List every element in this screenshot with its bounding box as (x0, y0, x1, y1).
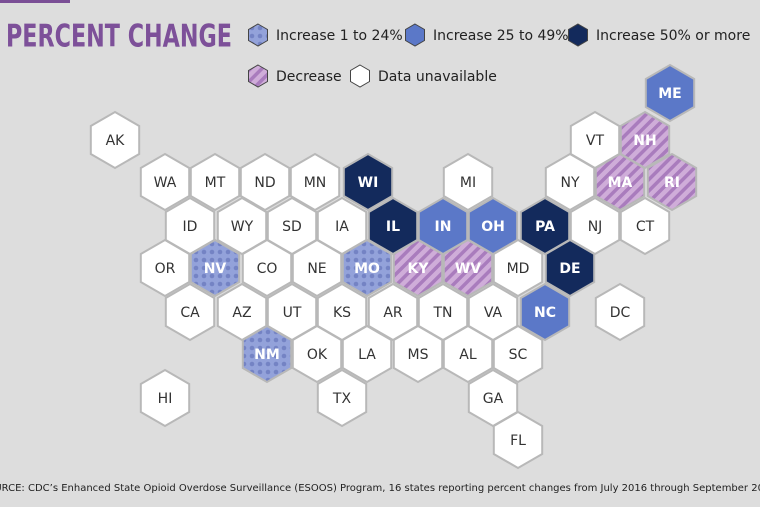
state-hex (544, 238, 596, 298)
state-label: NE (307, 261, 326, 277)
state-label: IL (386, 219, 400, 235)
source: SOURCE: CDC’s Enhanced State Opioid Over… (0, 483, 760, 494)
legend-swatch (248, 64, 268, 88)
state-label: OR (155, 261, 176, 277)
state-label: TX (332, 391, 352, 407)
state-hex (164, 282, 216, 342)
state-hex (89, 110, 141, 170)
state-label: WI (358, 175, 379, 191)
state-label: SD (282, 219, 302, 235)
legend-label: Increase 50% or more (596, 28, 750, 44)
state-hex (594, 282, 646, 342)
state-hex (316, 368, 368, 428)
state-label: AZ (232, 305, 251, 321)
state-label: ME (658, 86, 682, 102)
state-hex (544, 152, 596, 212)
state-label: SC (509, 347, 528, 363)
state-label: WY (231, 219, 254, 235)
title: PERCENT CHANGE (6, 19, 232, 55)
state-label: NJ (588, 219, 603, 235)
legend-label: Increase 1 to 24% (276, 28, 403, 44)
state-label: VT (586, 133, 605, 149)
state-label: MD (507, 261, 530, 277)
state-hex (392, 324, 444, 384)
state-hex (241, 324, 293, 384)
legend-swatch (350, 64, 370, 88)
state-hex (492, 410, 544, 470)
legend-swatch (405, 23, 425, 47)
state-hex (139, 368, 191, 428)
state-label: NY (560, 175, 579, 191)
legend-label: Data unavailable (378, 69, 497, 85)
state-label: AR (383, 305, 403, 321)
state-hex (341, 238, 393, 298)
state-label: DC (610, 305, 631, 321)
state-label: VA (484, 305, 503, 321)
state-label: AL (459, 347, 477, 363)
state-label: FL (510, 433, 526, 449)
state-hex (289, 152, 341, 212)
state-label: CT (636, 219, 655, 235)
state-hex (594, 152, 646, 212)
state-hex (442, 324, 494, 384)
state-label: NC (534, 305, 556, 321)
state-label: UT (283, 305, 302, 321)
state-label: NH (633, 133, 656, 149)
state-label: CO (257, 261, 278, 277)
state-label: NV (204, 261, 227, 277)
state-label: MO (354, 261, 380, 277)
state-hex (239, 152, 291, 212)
state-label: RI (664, 175, 680, 191)
state-hex (442, 238, 494, 298)
state-label: HI (158, 391, 173, 407)
state-label: MI (460, 175, 476, 191)
state-hex (492, 324, 544, 384)
state-label: MT (205, 175, 226, 191)
state-label: ND (254, 175, 275, 191)
state-label: KS (333, 305, 351, 321)
state-hex (189, 238, 241, 298)
state-label: KY (408, 261, 430, 277)
legend-label: Increase 25 to 49% (433, 28, 569, 44)
state-hex (139, 152, 191, 212)
state-label: MA (608, 175, 633, 191)
state-label: MS (408, 347, 429, 363)
state-hex (291, 238, 343, 298)
state-label: PA (535, 219, 555, 235)
state-label: DE (559, 261, 580, 277)
state-label: NM (254, 347, 280, 363)
top-bar (0, 0, 70, 3)
state-label: TN (432, 305, 452, 321)
state-hex (241, 238, 293, 298)
state-label: IN (435, 219, 452, 235)
state-hex (644, 63, 696, 123)
state-label: AK (106, 133, 126, 149)
state-label: IA (335, 219, 349, 235)
state-hex (519, 282, 571, 342)
state-label: OK (307, 347, 328, 363)
state-label: WA (154, 175, 177, 191)
state-hex (492, 238, 544, 298)
legend-label: Decrease (276, 69, 342, 85)
state-label: ID (183, 219, 198, 235)
state-label: GA (483, 391, 504, 407)
legend-swatch (248, 23, 268, 47)
state-hex (392, 238, 444, 298)
state-hex (646, 152, 698, 212)
state-hex (139, 238, 191, 298)
state-label: LA (358, 347, 376, 363)
state-label: MN (304, 175, 327, 191)
state-hex (291, 324, 343, 384)
state-hex (189, 152, 241, 212)
state-label: WV (455, 261, 481, 277)
state-label: CA (180, 305, 200, 321)
state-hex (342, 152, 394, 212)
state-hex (341, 324, 393, 384)
state-hex (619, 196, 671, 256)
legend-swatch (568, 23, 588, 47)
state-hex (442, 152, 494, 212)
state-label: OH (481, 219, 505, 235)
